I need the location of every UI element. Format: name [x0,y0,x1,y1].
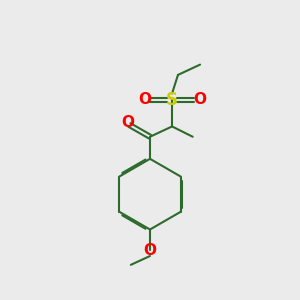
Text: O: O [122,115,134,130]
Text: O: O [143,243,157,258]
Text: O: O [138,92,151,107]
Text: S: S [166,91,178,109]
Text: O: O [193,92,206,107]
